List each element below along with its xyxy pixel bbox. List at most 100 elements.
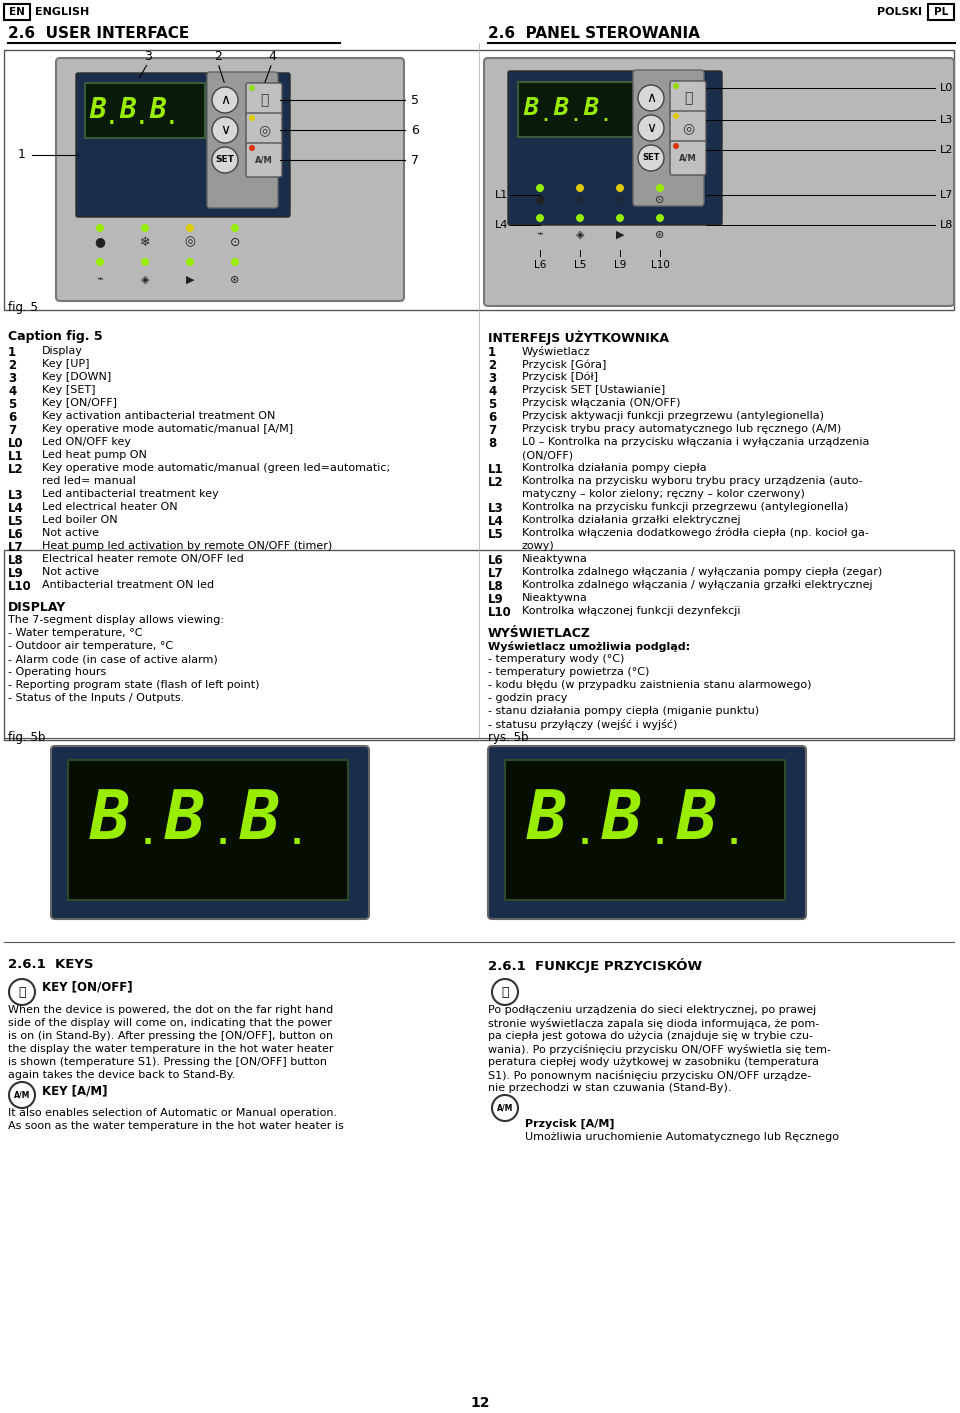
Circle shape: [9, 979, 35, 1005]
Text: Umożliwia uruchomienie Automatycznego lub Ręcznego: Umożliwia uruchomienie Automatycznego lu…: [525, 1132, 839, 1142]
Text: KEY [A/M]: KEY [A/M]: [42, 1085, 108, 1098]
Text: .: .: [724, 818, 744, 852]
Text: .: .: [287, 818, 307, 852]
Text: zowy): zowy): [522, 541, 555, 551]
Text: B: B: [165, 787, 205, 853]
Circle shape: [536, 184, 544, 192]
Text: (ON/OFF): (ON/OFF): [522, 449, 573, 461]
Text: Antibacterial treatment ON led: Antibacterial treatment ON led: [42, 579, 214, 591]
Circle shape: [638, 85, 664, 112]
Text: SET: SET: [642, 154, 660, 162]
Text: Przycisk [Góra]: Przycisk [Góra]: [522, 359, 607, 370]
Text: ∧: ∧: [220, 93, 230, 107]
Text: Przycisk trybu pracy automatycznego lub ręcznego (A/M): Przycisk trybu pracy automatycznego lub …: [522, 424, 841, 434]
Circle shape: [231, 259, 239, 266]
Text: As soon as the water temperature in the hot water heater is: As soon as the water temperature in the …: [8, 1121, 344, 1130]
Text: peratura ciepłej wody użytkowej w zasobniku (temperatura: peratura ciepłej wody użytkowej w zasobn…: [488, 1057, 819, 1067]
Text: - Alarm code (in case of active alarm): - Alarm code (in case of active alarm): [8, 654, 218, 664]
Text: 2: 2: [488, 359, 496, 372]
Text: ●: ●: [535, 195, 545, 205]
Text: Led boiler ON: Led boiler ON: [42, 514, 118, 526]
Circle shape: [186, 259, 194, 266]
Text: ⊙: ⊙: [656, 195, 664, 205]
Text: red led= manual: red led= manual: [42, 476, 136, 486]
Text: B: B: [89, 96, 107, 124]
Bar: [4, 49, 954, 309]
Text: Kontrolka działania pompy ciepła: Kontrolka działania pompy ciepła: [522, 463, 707, 473]
Text: - Outdoor air temperature, °C: - Outdoor air temperature, °C: [8, 642, 173, 651]
Text: 2.6  PANEL STEROWANIA: 2.6 PANEL STEROWANIA: [488, 27, 700, 41]
Text: ⊙: ⊙: [229, 236, 240, 249]
Text: L5: L5: [8, 514, 24, 528]
Text: - statusu przyłączy (wejść i wyjść): - statusu przyłączy (wejść i wyjść): [488, 719, 678, 731]
Text: Kontrolka włączonej funkcji dezynfekcji: Kontrolka włączonej funkcji dezynfekcji: [522, 606, 740, 616]
Circle shape: [141, 259, 149, 266]
Bar: [4, 550, 954, 740]
Text: Key [DOWN]: Key [DOWN]: [42, 372, 111, 382]
Text: 5: 5: [411, 93, 419, 106]
Circle shape: [576, 184, 584, 192]
Text: Kontrolka zdalnego włączania / wyłączania pompy ciepła (zegar): Kontrolka zdalnego włączania / wyłączani…: [522, 567, 882, 577]
Text: L1: L1: [495, 189, 508, 201]
Text: .: .: [213, 818, 233, 852]
Text: Led ON/OFF key: Led ON/OFF key: [42, 437, 131, 447]
Text: 3: 3: [8, 372, 16, 384]
Text: L3: L3: [940, 114, 953, 124]
Text: L0 – Kontrolka na przycisku włączania i wyłączania urządzenia: L0 – Kontrolka na przycisku włączania i …: [522, 437, 870, 447]
Text: L2: L2: [488, 476, 504, 489]
Text: L10: L10: [8, 579, 32, 593]
Circle shape: [576, 213, 584, 222]
Text: Caption fig. 5: Caption fig. 5: [8, 331, 103, 343]
Text: B: B: [527, 787, 567, 853]
Text: Key operative mode automatic/manual (green led=automatic;: Key operative mode automatic/manual (gre…: [42, 463, 390, 473]
Text: Przycisk włączania (ON/OFF): Przycisk włączania (ON/OFF): [522, 398, 681, 408]
Bar: [518, 82, 638, 137]
Text: B: B: [584, 96, 598, 120]
Circle shape: [231, 225, 239, 232]
Text: Not active: Not active: [42, 528, 99, 538]
Circle shape: [673, 143, 679, 148]
Text: 1: 1: [488, 346, 496, 359]
Text: ◎: ◎: [184, 236, 196, 249]
Circle shape: [492, 1095, 518, 1121]
Circle shape: [212, 147, 238, 172]
Text: .: .: [600, 107, 610, 124]
Text: Display: Display: [42, 346, 83, 356]
Text: ◈: ◈: [576, 230, 585, 240]
FancyBboxPatch shape: [508, 71, 722, 225]
Text: ⊛: ⊛: [656, 230, 664, 240]
Text: Key activation antibacterial treatment ON: Key activation antibacterial treatment O…: [42, 411, 276, 421]
Text: 2: 2: [214, 51, 222, 64]
Text: 3: 3: [144, 51, 152, 64]
FancyBboxPatch shape: [76, 73, 290, 218]
Text: - Reporting program state (flash of left point): - Reporting program state (flash of left…: [8, 680, 259, 690]
Text: wania). Po przyciśnięciu przycisku ON/OFF wyświetla się tem-: wania). Po przyciśnięciu przycisku ON/OF…: [488, 1044, 831, 1056]
Text: Wyświetlacz umożliwia podgląd:: Wyświetlacz umożliwia podgląd:: [488, 642, 690, 651]
Text: .: .: [575, 818, 595, 852]
Text: WYŚWIETLACZ: WYŚWIETLACZ: [488, 627, 591, 640]
Text: 8: 8: [488, 437, 496, 449]
Text: ⏻: ⏻: [260, 93, 268, 107]
Text: 1: 1: [18, 148, 26, 161]
Text: stronie wyświetlacza zapala się dioda informująca, że pom-: stronie wyświetlacza zapala się dioda in…: [488, 1017, 819, 1029]
Text: - Water temperature, °C: - Water temperature, °C: [8, 627, 142, 639]
Text: B: B: [554, 96, 568, 120]
Text: Led antibacterial treatment key: Led antibacterial treatment key: [42, 489, 219, 499]
Text: L1: L1: [488, 463, 504, 476]
FancyBboxPatch shape: [670, 81, 706, 114]
Text: - temperatury powietrza (°C): - temperatury powietrza (°C): [488, 667, 649, 677]
FancyBboxPatch shape: [246, 83, 282, 117]
Text: L7: L7: [8, 541, 24, 554]
Text: B: B: [677, 787, 717, 853]
Text: A/M: A/M: [679, 154, 697, 162]
Text: Przycisk aktywacji funkcji przegrzewu (antylegionella): Przycisk aktywacji funkcji przegrzewu (a…: [522, 411, 824, 421]
Circle shape: [186, 225, 194, 232]
Text: Kontrolka włączenia dodatkowego źródła ciepła (np. kocioł ga-: Kontrolka włączenia dodatkowego źródła c…: [522, 528, 869, 538]
Text: ●: ●: [95, 236, 106, 249]
Text: - Operating hours: - Operating hours: [8, 667, 107, 677]
Text: ◎: ◎: [615, 195, 625, 205]
Text: - kodu błędu (w przypadku zaistnienia stanu alarmowego): - kodu błędu (w przypadku zaistnienia st…: [488, 680, 811, 690]
FancyBboxPatch shape: [51, 746, 369, 918]
Text: 5: 5: [488, 398, 496, 411]
Text: EN: EN: [9, 7, 25, 17]
